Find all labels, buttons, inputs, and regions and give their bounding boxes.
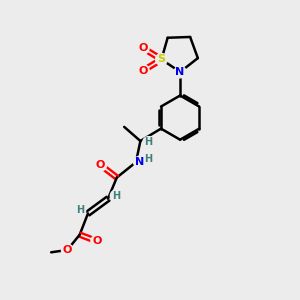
Circle shape xyxy=(174,66,186,78)
Circle shape xyxy=(61,244,73,256)
Text: H: H xyxy=(145,137,153,148)
Text: O: O xyxy=(139,43,148,53)
Circle shape xyxy=(134,156,146,168)
Circle shape xyxy=(137,65,149,76)
Circle shape xyxy=(74,205,85,216)
Text: H: H xyxy=(112,191,120,201)
Circle shape xyxy=(143,136,154,148)
Text: O: O xyxy=(92,236,101,246)
Text: O: O xyxy=(63,245,72,255)
Text: H: H xyxy=(144,154,152,164)
Text: H: H xyxy=(76,206,84,215)
Text: O: O xyxy=(139,66,148,76)
Text: N: N xyxy=(135,157,144,167)
Circle shape xyxy=(142,153,154,165)
Circle shape xyxy=(156,53,167,65)
Text: S: S xyxy=(158,54,166,64)
Text: N: N xyxy=(176,67,185,77)
Circle shape xyxy=(95,159,106,171)
Circle shape xyxy=(91,235,103,247)
Circle shape xyxy=(110,190,122,202)
Circle shape xyxy=(137,42,149,54)
Text: O: O xyxy=(96,160,105,170)
